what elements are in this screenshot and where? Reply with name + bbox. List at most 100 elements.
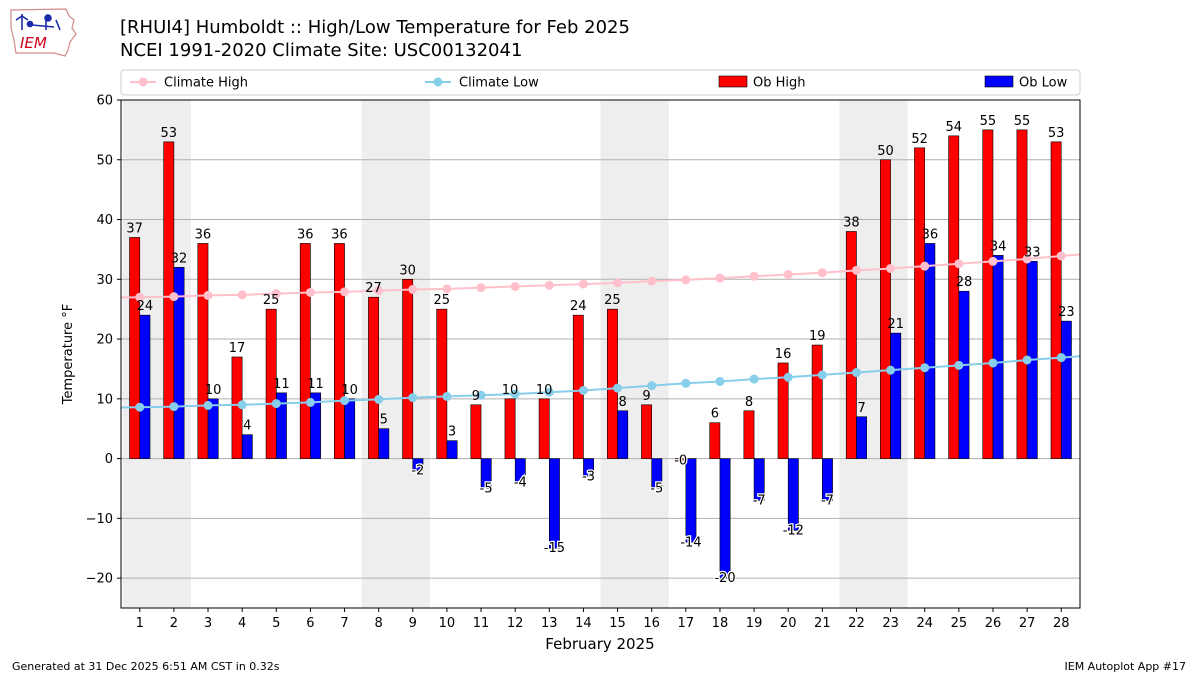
x-tick-label-4: 4 [238, 616, 246, 631]
climate-high-point-day-27 [1022, 254, 1032, 264]
ob-low-label-day-5: 11 [273, 377, 290, 392]
ob-low-bar-day-8 [378, 428, 390, 459]
legend-climate-low-label: Climate Low [459, 76, 539, 91]
ob-high-label-day-14: 24 [570, 299, 587, 314]
x-tick-label-19: 19 [746, 616, 763, 631]
ob-low-label-day-7: 10 [341, 383, 358, 398]
ob-low-bar-day-7 [344, 398, 356, 459]
climate-low-point-day-13 [544, 387, 554, 397]
climate-high-point-day-21 [817, 268, 827, 278]
climate-low-point-day-2 [169, 402, 179, 412]
climate-high-point-day-26 [988, 256, 998, 266]
y-tick-label-50: 50 [96, 153, 113, 168]
ob-low-label-day-18: -20 [714, 571, 735, 586]
app-id: IEM Autoplot App #17 [1064, 660, 1187, 673]
climate-low-point-day-19 [749, 374, 759, 384]
climate-high-point-day-16 [647, 276, 657, 286]
ob-low-label-day-4: 4 [243, 419, 251, 434]
climate-low-point-day-20 [783, 372, 793, 382]
ob-high-label-day-7: 36 [331, 227, 348, 242]
ob-high-bar-day-21 [811, 344, 823, 459]
ob-low-label-day-19: -7 [753, 493, 766, 508]
ob-low-bar-day-17 [685, 458, 697, 543]
ob-low-label-day-21: -7 [821, 493, 834, 508]
x-tick-label-9: 9 [409, 616, 417, 631]
ob-low-bar-day-9 [412, 458, 424, 471]
x-tick-label-21: 21 [814, 616, 831, 631]
climate-high-point-day-10 [442, 284, 452, 294]
ob-high-label-day-13: 10 [536, 383, 553, 398]
ob-high-bar-day-20 [777, 362, 789, 459]
climate-high-point-day-5 [271, 289, 281, 299]
ob-low-label-day-17: -14 [680, 535, 701, 550]
ob-high-label-day-1: 37 [126, 221, 143, 236]
ob-high-bar-day-10 [436, 308, 448, 459]
ob-low-bar-day-5 [275, 392, 287, 459]
ob-high-bar-day-18 [709, 422, 721, 459]
ob-high-bar-day-1 [129, 237, 141, 459]
ob-high-bar-day-23 [880, 159, 891, 459]
ob-low-bar-day-14 [583, 458, 594, 477]
legend: Climate High Climate Low Ob High Ob Low [120, 69, 1081, 96]
ob-low-bar-day-21 [822, 458, 833, 501]
ob-low-label-day-2: 32 [171, 251, 188, 266]
climate-low-point-day-24 [920, 363, 930, 373]
ob-high-bar-day-26 [982, 129, 994, 459]
ob-high-bar-day-19 [743, 410, 755, 459]
x-tick-label-24: 24 [916, 616, 933, 631]
ob-high-bar-day-24 [914, 147, 926, 459]
x-tick-label-7: 7 [340, 616, 348, 631]
climate-low-point-day-22 [851, 368, 861, 378]
ob-low-label-day-15: 8 [619, 395, 627, 410]
ob-high-label-day-11: 9 [472, 389, 480, 404]
ob-high-label-day-6: 36 [297, 227, 314, 242]
ob-high-label-day-2: 53 [161, 126, 178, 141]
ob-high-bar-day-3 [197, 243, 209, 459]
ob-high-label-day-23: 50 [877, 144, 894, 159]
ob-high-label-day-24: 52 [911, 132, 928, 147]
ob-low-label-day-13: -15 [544, 541, 565, 556]
iowa-map-logo-icon: IEM [10, 8, 77, 57]
climate-low-point-day-9 [408, 393, 418, 403]
legend-ob-high-swatch [718, 75, 748, 88]
ob-low-bar-day-26 [992, 255, 1004, 459]
ob-low-bar-day-25 [958, 290, 970, 459]
ob-low-bar-day-22 [856, 416, 867, 459]
ob-low-label-day-24: 36 [922, 227, 939, 242]
ob-high-bar-day-9 [402, 278, 414, 459]
ob-low-label-day-3: 10 [205, 383, 222, 398]
y-tick-label-60: 60 [96, 94, 113, 109]
climate-high-point-day-28 [1056, 251, 1066, 261]
x-tick-label-25: 25 [951, 616, 968, 631]
ob-high-label-day-8: 27 [365, 281, 382, 296]
climate-high-point-day-11 [476, 283, 486, 293]
ob-high-label-day-18: 6 [711, 407, 719, 422]
x-tick-label-1: 1 [136, 616, 144, 631]
y-tick-label-30: 30 [96, 273, 113, 288]
ob-low-label-day-25: 28 [956, 275, 973, 290]
ob-high-bar-day-16 [641, 404, 652, 459]
ob-high-bar-day-25 [948, 135, 960, 459]
ob-high-label-day-20: 16 [775, 347, 792, 362]
x-axis-label: February 2025 [545, 635, 654, 653]
ob-high-bar-day-7 [334, 243, 345, 459]
ob-high-label-day-3: 36 [195, 227, 212, 242]
x-tick-label-26: 26 [985, 616, 1002, 631]
ob-high-label-day-27: 55 [1014, 114, 1031, 129]
legend-climate-high-label: Climate High [164, 76, 248, 91]
y-axis-label: Temperature °F [61, 304, 76, 405]
climate-high-point-day-7 [340, 287, 350, 297]
climate-high-point-day-12 [510, 281, 520, 291]
ob-low-bar-day-11 [480, 458, 492, 489]
climate-low-point-day-1 [135, 402, 145, 412]
chart-title: [RHUI4] Humboldt :: High/Low Temperature… [120, 17, 630, 38]
y-tick-label-20: 20 [96, 333, 113, 348]
climate-low-point-day-6 [305, 397, 315, 407]
ob-high-label-day-17: -0 [674, 453, 687, 468]
chart-subtitle: NCEI 1991-2020 Climate Site: USC00132041 [120, 40, 523, 61]
ob-low-label-day-1: 24 [137, 299, 154, 314]
ob-high-bar-day-5 [265, 308, 277, 459]
ob-low-label-day-9: -2 [411, 464, 424, 479]
